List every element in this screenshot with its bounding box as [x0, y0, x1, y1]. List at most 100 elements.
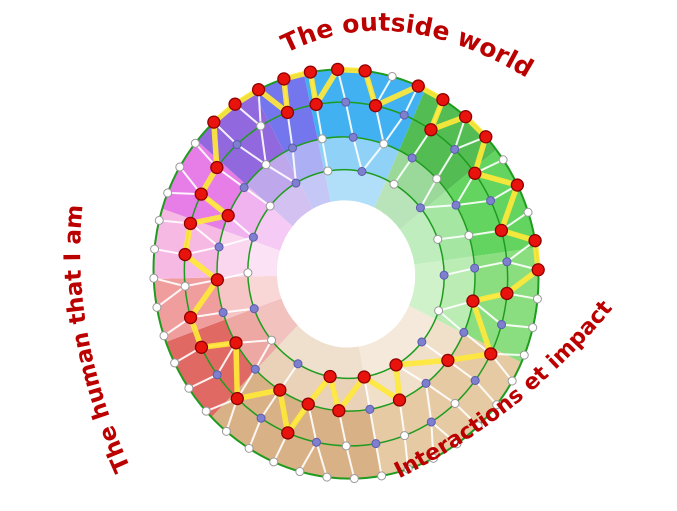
red-node: [228, 97, 242, 111]
white-node: [452, 439, 462, 449]
white-node: [389, 179, 399, 189]
mesh-edge: [236, 143, 267, 166]
white-node: [432, 174, 442, 184]
mesh-edge: [419, 178, 438, 209]
mesh-edge: [403, 435, 410, 470]
mesh-edge: [393, 157, 413, 185]
red-node: [183, 310, 198, 325]
mesh-edge: [188, 373, 218, 390]
red-node: [210, 160, 224, 175]
white-node: [323, 166, 333, 176]
red-node: [500, 286, 514, 301]
purple-node: [232, 140, 242, 150]
white-node: [269, 457, 279, 467]
purple-node: [502, 257, 512, 267]
purple-node: [421, 378, 431, 388]
mesh-edge: [265, 163, 297, 184]
purple-node: [365, 404, 375, 414]
purple-node: [407, 153, 417, 163]
white-node: [498, 155, 508, 165]
white-node: [450, 398, 460, 408]
white-node: [152, 302, 162, 312]
red-node: [230, 391, 244, 406]
white-node: [341, 441, 351, 451]
red-node: [484, 347, 498, 361]
purple-node: [371, 439, 381, 449]
red-node: [323, 369, 337, 384]
red-node: [210, 273, 225, 287]
mesh-edge: [222, 307, 255, 314]
purple-node: [256, 413, 266, 423]
white-node: [492, 400, 502, 410]
white-node: [244, 443, 254, 453]
red-node: [357, 370, 371, 384]
red-node: [466, 294, 480, 308]
purple-node: [249, 304, 259, 314]
purple-node: [450, 144, 460, 154]
white-node: [403, 464, 413, 474]
mesh-edge: [315, 441, 328, 478]
white-node: [243, 268, 253, 278]
purple-node: [470, 263, 480, 273]
white-node: [256, 121, 266, 131]
purple-node: [293, 359, 303, 369]
purple-node: [218, 308, 228, 318]
red-node: [194, 187, 208, 201]
mesh-edge: [420, 204, 457, 209]
white-node: [349, 474, 359, 484]
white-node: [150, 244, 160, 254]
red-node: [194, 340, 209, 354]
red-node: [458, 109, 473, 124]
purple-node: [214, 242, 224, 252]
red-node: [221, 208, 235, 223]
white-node: [400, 431, 410, 441]
purple-node: [470, 375, 480, 385]
red-node: [468, 166, 482, 180]
red-node: [178, 247, 192, 262]
mesh-edge: [501, 323, 533, 329]
sector-tan-light: [358, 305, 522, 476]
mesh-edge: [361, 143, 385, 173]
mesh-edge: [291, 147, 297, 184]
mesh-edge: [248, 417, 262, 449]
mesh-edge: [259, 125, 267, 165]
red-node: [528, 234, 542, 248]
purple-node: [250, 364, 260, 374]
mesh-edge: [435, 148, 456, 180]
label-human-that-i-am: The human that I am: [60, 204, 136, 476]
mesh-edge: [425, 383, 433, 423]
red-node: [331, 62, 345, 77]
white-node: [387, 71, 397, 81]
red-node: [332, 404, 346, 418]
white-node: [295, 467, 305, 477]
white-node: [317, 134, 327, 144]
purple-node: [486, 196, 496, 206]
purple-node: [239, 183, 249, 193]
purple-node: [348, 132, 358, 142]
mesh-edge: [298, 441, 318, 473]
purple-node: [417, 337, 427, 347]
mesh-edge: [437, 234, 470, 241]
white-node: [265, 201, 275, 211]
red-node: [531, 263, 545, 277]
white-node: [163, 188, 173, 198]
mesh-edge: [321, 138, 329, 172]
mesh-edge: [153, 277, 186, 288]
red-node: [207, 115, 221, 129]
white-node: [473, 421, 483, 431]
red-node: [301, 397, 315, 411]
mesh-edge: [345, 445, 356, 479]
red-node: [510, 178, 525, 192]
white-node: [201, 406, 211, 416]
purple-node: [291, 178, 301, 188]
red-node: [389, 358, 403, 372]
white-node: [523, 207, 533, 217]
purple-node: [451, 200, 461, 210]
mesh-edge: [156, 285, 186, 309]
mesh-edge: [218, 236, 254, 248]
white-node: [322, 472, 332, 482]
red-node: [411, 79, 425, 93]
red-node: [277, 72, 291, 86]
